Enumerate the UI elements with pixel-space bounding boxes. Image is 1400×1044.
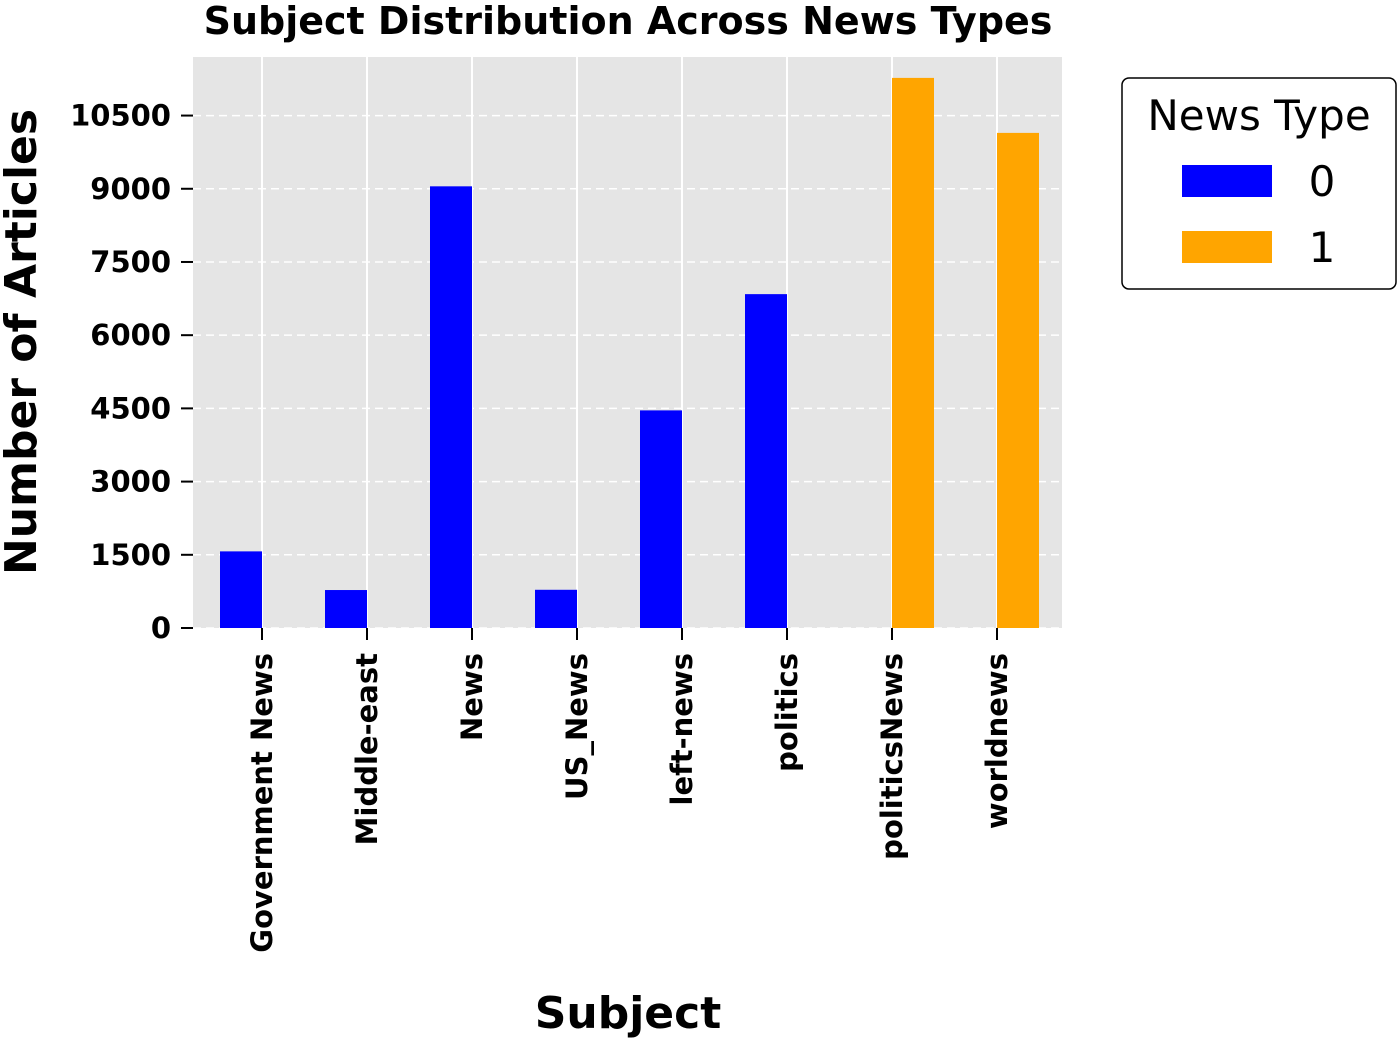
- y-axis-label: Number of Articles: [0, 109, 47, 575]
- x-tick-label: left-news: [665, 653, 699, 806]
- legend-swatch-0: [1182, 165, 1272, 197]
- x-tick-label: News: [455, 653, 489, 741]
- legend-label-1: 1: [1309, 223, 1336, 272]
- x-tick-label: US_News: [560, 653, 594, 800]
- legend: News Type 01: [1121, 77, 1397, 290]
- y-tick-label: 4500: [90, 391, 171, 425]
- x-tick-label: Middle-east: [350, 653, 384, 845]
- bar-series-0-US_News: [535, 589, 577, 628]
- chart-title: Subject Distribution Across News Types: [204, 0, 1053, 43]
- y-tick-label: 10500: [70, 99, 171, 133]
- x-tick-label: politicsNews: [875, 653, 909, 860]
- bar-series-0-News: [430, 186, 472, 629]
- legend-title: News Type: [1147, 91, 1370, 140]
- axes: 0 1500 3000 4500 6000 7500 9000 10500 Government…: [70, 99, 1014, 953]
- x-axis-label: Subject: [535, 988, 722, 1039]
- y-tick-label: 9000: [90, 172, 171, 206]
- legend-swatch-1: [1182, 231, 1272, 263]
- y-tick-label: 3000: [90, 465, 171, 499]
- y-tick-label: 7500: [90, 245, 171, 279]
- legend-entries: 01: [1182, 157, 1335, 272]
- legend-label-0: 0: [1309, 157, 1336, 206]
- x-tick-label: worldnews: [980, 653, 1014, 829]
- x-tick-label: politics: [770, 653, 804, 772]
- bars: [220, 77, 1039, 629]
- bar-series-1-worldnews: [997, 132, 1039, 628]
- x-tick-label: Government News: [245, 653, 279, 953]
- bar-series-0-left-news: [640, 410, 682, 628]
- y-tick-label: 1500: [90, 538, 171, 572]
- y-tick-label: 0: [151, 611, 171, 645]
- y-tick-label: 6000: [90, 318, 171, 352]
- bar-series-0-politics: [745, 294, 787, 628]
- bar-series-1-politicsNews: [892, 77, 934, 628]
- bar-series-0-Middle-east: [325, 590, 367, 628]
- bar-series-0-Government News: [220, 551, 262, 628]
